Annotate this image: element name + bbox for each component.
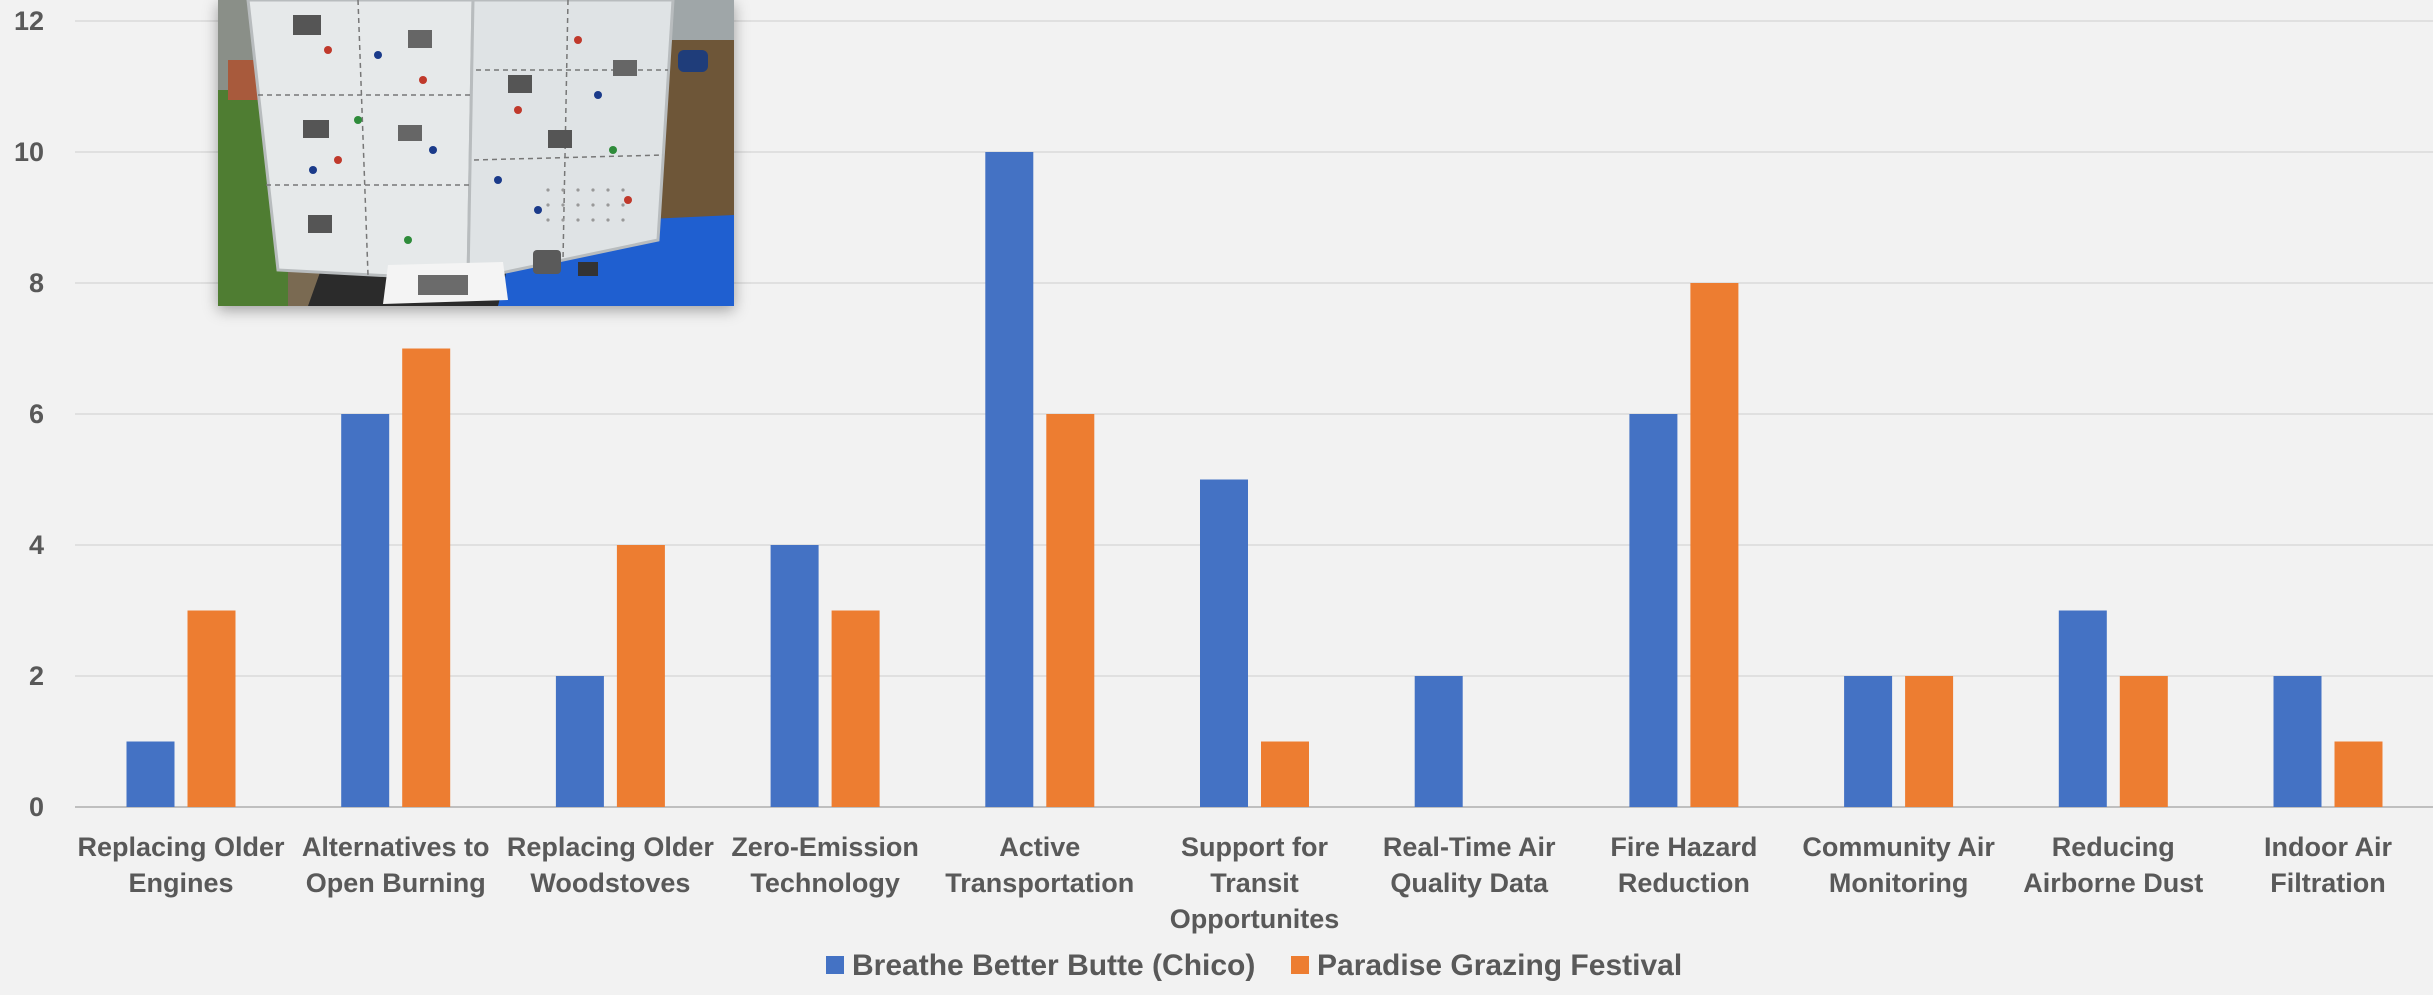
bar-series2 [402, 348, 451, 807]
legend-swatch [826, 956, 844, 974]
bar-series1 [1844, 676, 1893, 807]
bar-series1 [770, 545, 819, 807]
bar-series2 [1046, 414, 1095, 807]
x-tick-label: Open Burning [306, 868, 486, 898]
bar-series2 [2119, 676, 2168, 807]
bar-series2 [1690, 283, 1739, 807]
bar-series1 [1200, 479, 1248, 807]
legend-swatch [1291, 956, 1309, 974]
y-tick-label: 6 [29, 399, 44, 429]
inset-photo [218, 0, 734, 306]
x-tick-label: Woodstoves [530, 868, 690, 898]
x-tick-label: Opportunites [1170, 904, 1340, 934]
bar-series1 [985, 152, 1034, 807]
bar-series1 [126, 741, 175, 807]
x-tick-label: Replacing Older [77, 832, 285, 862]
bar-series1 [1414, 676, 1463, 807]
bar-series2 [1261, 741, 1309, 807]
x-tick-label: Monitoring [1829, 868, 1968, 898]
y-tick-label: 0 [29, 792, 44, 822]
y-tick-label: 2 [29, 661, 44, 691]
x-tick-label: Technology [750, 868, 900, 898]
y-tick-label: 12 [14, 6, 44, 36]
bar-series2 [1905, 676, 1954, 807]
x-tick-label: Transit [1210, 868, 1299, 898]
display-board-photo [218, 0, 734, 306]
y-tick-label: 10 [14, 137, 44, 167]
legend-item-series2: Paradise Grazing Festival [1317, 949, 1682, 982]
y-tick-label: 8 [29, 268, 44, 298]
x-tick-label: Indoor Air [2264, 832, 2392, 862]
x-tick-label: Transportation [945, 868, 1134, 898]
x-tick-label: Engines [128, 868, 233, 898]
bar-series1 [2273, 676, 2322, 807]
bar-series2 [831, 610, 880, 807]
x-tick-label: Active [999, 832, 1080, 862]
x-tick-label: Reducing [2052, 832, 2175, 862]
x-tick-label: Alternatives to [302, 832, 490, 862]
bar-series1 [2058, 610, 2107, 807]
bar-series2 [187, 610, 236, 807]
x-tick-label: Reduction [1618, 868, 1750, 898]
x-tick-label: Airborne Dust [2023, 868, 2203, 898]
x-tick-label: Real-Time Air [1383, 832, 1556, 862]
x-tick-label: Fire Hazard [1610, 832, 1757, 862]
x-tick-label: Replacing Older [507, 832, 715, 862]
x-tick-label: Community Air [1802, 832, 1995, 862]
bar-series2 [616, 545, 665, 807]
legend-item-series1: Breathe Better Butte (Chico) [852, 949, 1255, 982]
bar-series1 [555, 676, 604, 807]
bar-series1 [1629, 414, 1678, 807]
bar-series1 [341, 414, 390, 807]
x-tick-label: Zero-Emission [731, 832, 919, 862]
x-tick-label: Quality Data [1390, 868, 1549, 898]
bar-series2 [2334, 741, 2383, 807]
y-tick-label: 4 [29, 530, 44, 560]
x-tick-label: Support for [1181, 832, 1328, 862]
x-tick-label: Filtration [2270, 868, 2386, 898]
